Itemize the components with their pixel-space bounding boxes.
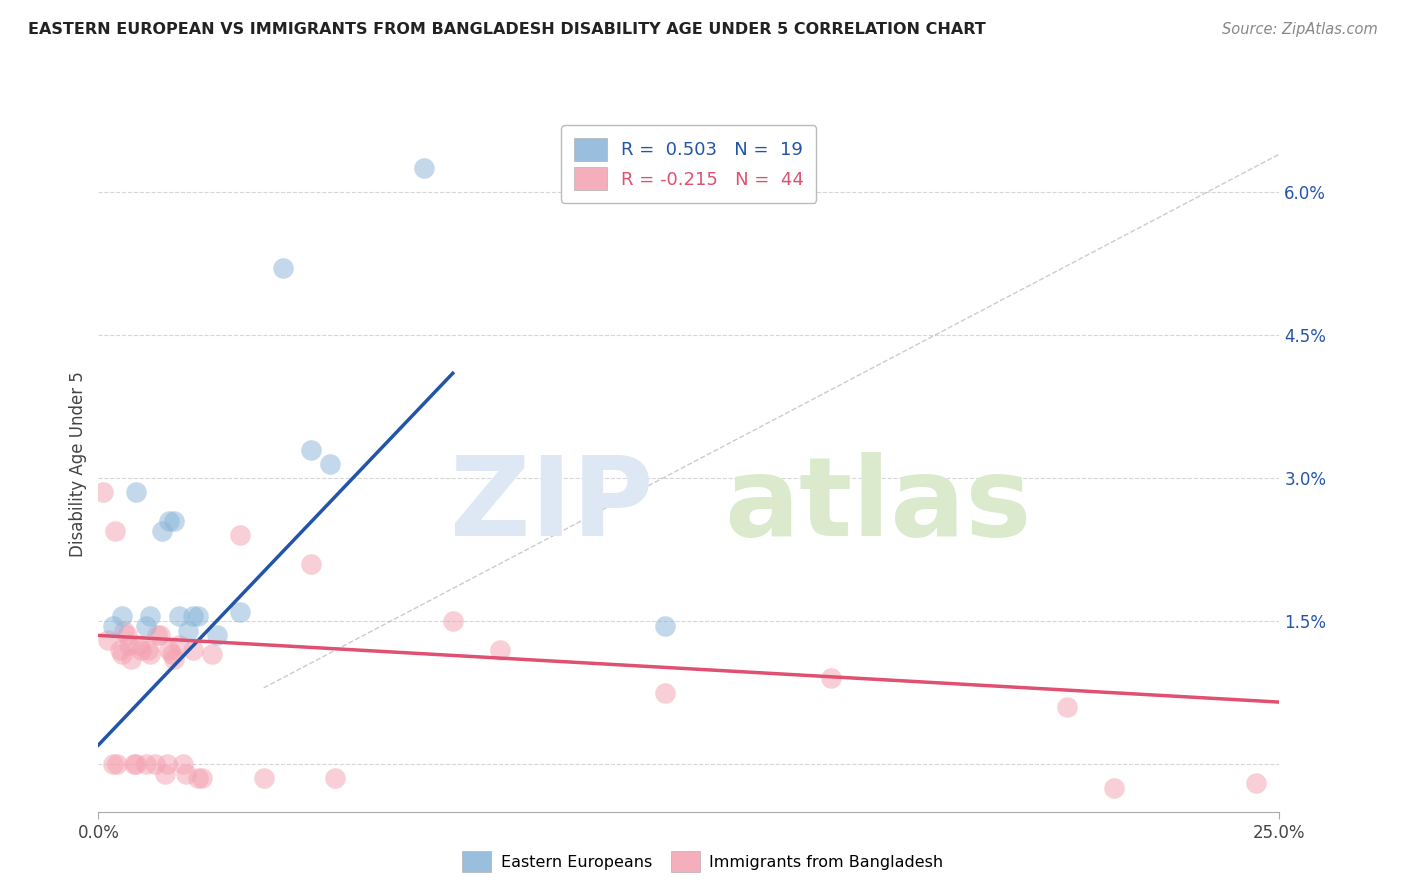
Point (201, 648, 224, 662)
Point (97, 633, 120, 648)
Point (1102, 780, 1125, 795)
Text: Source: ZipAtlas.com: Source: ZipAtlas.com (1222, 22, 1378, 37)
Point (111, 609, 134, 624)
Point (143, 757, 166, 772)
Point (163, 514, 186, 528)
Point (167, 638, 190, 652)
Legend: R =  0.503   N =  19, R = -0.215   N =  44: R = 0.503 N = 19, R = -0.215 N = 44 (561, 125, 817, 203)
Point (121, 652, 143, 666)
Point (160, 648, 183, 662)
Legend: Eastern Europeans, Immigrants from Bangladesh: Eastern Europeans, Immigrants from Bangl… (454, 843, 952, 880)
Point (136, 642, 159, 657)
Point (177, 624, 200, 638)
Point (174, 766, 197, 780)
Text: atlas: atlas (724, 452, 1032, 559)
Point (187, 609, 209, 624)
Point (139, 609, 162, 624)
Point (1244, 776, 1267, 790)
Point (253, 772, 276, 786)
Point (319, 457, 342, 471)
Point (1056, 699, 1078, 714)
Point (167, 609, 190, 624)
Text: ZIP: ZIP (450, 452, 654, 559)
Point (105, 757, 128, 772)
Point (150, 524, 173, 538)
Point (111, 648, 134, 662)
Point (156, 757, 179, 772)
Point (271, 261, 294, 276)
Point (129, 642, 152, 657)
Point (112, 624, 135, 638)
Point (122, 757, 145, 772)
Point (157, 642, 180, 657)
Point (205, 628, 228, 642)
Point (299, 442, 322, 457)
Point (118, 638, 141, 652)
Point (489, 642, 512, 657)
Point (101, 619, 124, 633)
Point (135, 757, 157, 772)
Point (163, 652, 186, 666)
Point (108, 642, 131, 657)
Point (229, 528, 252, 542)
Point (654, 619, 676, 633)
Point (135, 619, 157, 633)
Point (181, 642, 204, 657)
Y-axis label: Disability Age Under 5: Disability Age Under 5 (69, 371, 87, 557)
Point (181, 609, 204, 624)
Point (153, 766, 176, 780)
Point (441, 614, 464, 628)
Point (172, 757, 194, 772)
Point (187, 772, 209, 786)
Text: EASTERN EUROPEAN VS IMMIGRANTS FROM BANGLADESH DISABILITY AGE UNDER 5 CORRELATIO: EASTERN EUROPEAN VS IMMIGRANTS FROM BANG… (28, 22, 986, 37)
Point (125, 757, 148, 772)
Point (125, 485, 148, 500)
Point (157, 514, 180, 528)
Point (101, 757, 124, 772)
Point (128, 638, 150, 652)
Point (413, 161, 436, 176)
Point (299, 557, 322, 571)
Point (229, 605, 252, 619)
Point (654, 685, 676, 699)
Point (139, 648, 162, 662)
Point (115, 628, 138, 642)
Point (323, 772, 346, 786)
Point (149, 628, 172, 642)
Point (820, 671, 842, 685)
Point (91, 485, 114, 500)
Point (191, 772, 214, 786)
Point (146, 628, 169, 642)
Point (104, 524, 127, 538)
